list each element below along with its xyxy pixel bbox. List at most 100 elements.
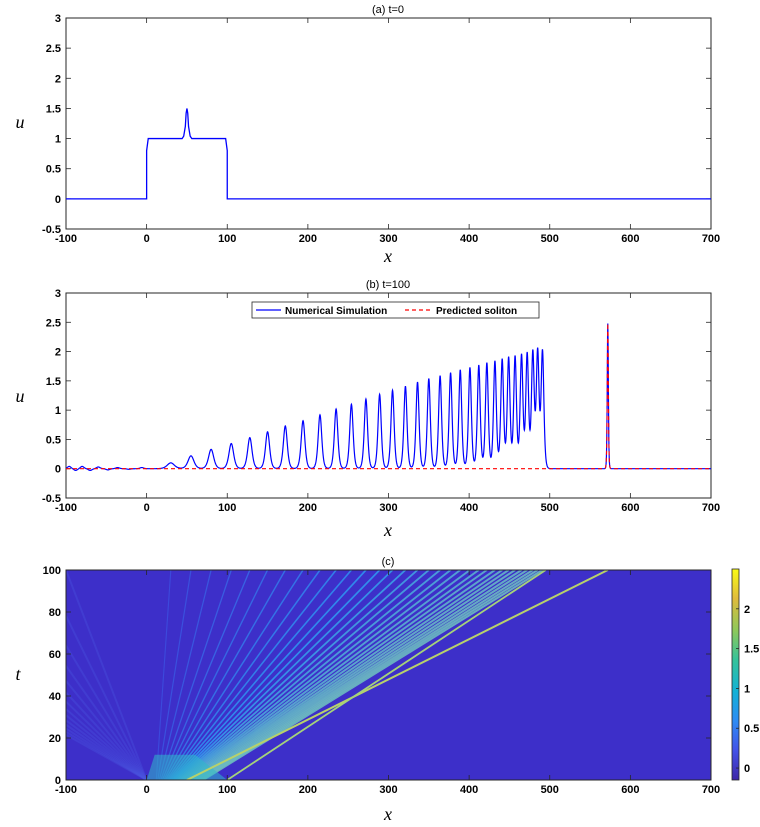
heatmap-ripple (66, 733, 148, 780)
heatmap-ripple (66, 643, 148, 780)
panel-a-xtick-label: 100 (218, 233, 236, 245)
heatmap-ray (184, 570, 461, 780)
panel-b: (b) t=100 -100 0 100 200 300 400 500 600 700 -0.5… (16, 279, 721, 540)
panel-a: (a) t=0 -100 0 100 200 300 400 500 600 700 -0.5 0 0… (16, 4, 721, 266)
heatmap-ray (198, 570, 528, 780)
panel-c-ytick-label: 80 (49, 607, 61, 619)
heatmap-ripple (66, 570, 148, 780)
panel-a-xtick-label: 400 (460, 233, 478, 245)
panel-b-xtick-label: 300 (379, 502, 397, 514)
heatmap-ray (193, 570, 510, 780)
heatmap-ray (155, 570, 172, 780)
heatmap-ray (181, 570, 441, 780)
panel-c-ytick-label: 0 (55, 775, 61, 787)
colorbar-tick-label: 2 (744, 604, 750, 616)
heatmap-front-line (226, 570, 547, 780)
panel-a-xtick-label: 600 (621, 233, 639, 245)
panel-b-axes-box (65, 292, 712, 499)
heatmap-ripple (66, 730, 148, 780)
panel-c-xtick-label: 700 (702, 784, 720, 796)
panel-b-ytick-label: -0.5 (42, 493, 61, 505)
colorbar (731, 568, 740, 781)
panel-c-xtick-label: 300 (379, 784, 397, 796)
panel-a-ytick-label: 3 (55, 13, 61, 25)
panel-c: (c) -100 0 100 200 300 400 500 600 7000204060801… (15, 556, 759, 824)
heatmap-ripple (66, 713, 148, 780)
heatmap-ray (161, 570, 251, 780)
colorbar-tick-label: 1 (744, 683, 750, 695)
heatmap-ray (164, 570, 286, 780)
heatmap-ray (185, 570, 471, 780)
panel-b-xtick-label: 400 (460, 502, 478, 514)
panel-a-ytick-label: 1.5 (46, 103, 61, 115)
panel-c-title: (c) (382, 556, 395, 568)
panel-c-xlabel: x (383, 804, 392, 824)
heatmap-ray (167, 570, 321, 780)
heatmap-ray (170, 570, 353, 780)
heatmap-ripple (66, 691, 148, 780)
panel-a-ytick-label: 2.5 (46, 43, 61, 55)
panel-b-xtick-label: 600 (621, 502, 639, 514)
heatmap-ray (196, 570, 523, 780)
panel-a-series-line (66, 108, 711, 200)
heatmap-ripple (66, 723, 148, 780)
heatmap-ray (163, 570, 269, 780)
heatmap-ray (182, 570, 452, 780)
panel-c-ytick-label: 20 (49, 733, 61, 745)
panel-c-xtick-label: -100 (55, 784, 77, 796)
panel-c-ytick-label: 100 (43, 565, 61, 577)
heatmap-ray (172, 570, 367, 780)
heatmap-ripple (66, 679, 148, 780)
heatmap-ray (157, 570, 192, 780)
colorbar-tick-label: 0 (744, 763, 750, 775)
heatmap-ray (160, 570, 232, 780)
panel-b-ytick-label: 2 (55, 347, 61, 359)
panel-b-ytick-label: 1.5 (46, 376, 61, 388)
panel-a-xlabel: x (383, 246, 392, 266)
heatmap-ripple (66, 613, 148, 780)
panel-b-ytick-label: 0.5 (46, 434, 61, 446)
heatmap-ray (202, 570, 544, 780)
panel-a-ytick-label: 0.5 (46, 164, 61, 176)
heatmap-ripple (66, 707, 148, 780)
heatmap-ray (188, 570, 488, 780)
panel-b-xtick-label: 0 (144, 502, 150, 514)
panel-a-ytick-label: 2 (55, 73, 61, 85)
panel-b-xlabel: x (383, 520, 392, 540)
panel-b-xtick-label: 700 (702, 502, 720, 514)
panel-b-xtick-label: 500 (541, 502, 559, 514)
heatmap-ray (166, 570, 304, 780)
heatmap-ray (178, 570, 419, 780)
panel-a-title: (a) t=0 (372, 4, 404, 16)
heatmap-ray (195, 570, 516, 780)
panel-c-xtick-label: 0 (144, 784, 150, 796)
heatmap-ripple (66, 727, 148, 780)
panel-b-ylabel: u (16, 386, 25, 406)
heatmap-ray (169, 570, 337, 780)
heatmap-ripple (66, 700, 148, 780)
panel-b-predicted-line (66, 323, 711, 470)
panel-b-title: (b) t=100 (366, 279, 410, 291)
heatmap-ray (192, 570, 503, 780)
panel-c-ytick-label: 40 (49, 691, 61, 703)
panel-c-xtick-label: 600 (621, 784, 639, 796)
panel-b-legend: Numerical Simulation Predicted soliton (251, 301, 540, 319)
colorbar-tick-label: 1.5 (744, 644, 759, 656)
panel-c-xtick-label: 400 (460, 784, 478, 796)
heatmap-ripple (66, 719, 148, 780)
panel-b-ytick-label: 0 (55, 464, 61, 476)
panel-b-xtick-label: 100 (218, 502, 236, 514)
panel-b-numerical-line (66, 323, 711, 472)
heatmap-soliton-line (186, 570, 609, 780)
panel-a-xtick-label: -100 (55, 233, 77, 245)
panel-c-xtick-label: 500 (541, 784, 559, 796)
panel-b-ytick-label: 2.5 (46, 317, 61, 329)
panel-b-ytick-label: 1 (55, 405, 61, 417)
panel-a-xtick-label: 200 (299, 233, 317, 245)
panel-c-ylabel: t (15, 664, 21, 684)
panel-b-xtick-label: -100 (55, 502, 77, 514)
panel-a-axes-box (65, 17, 712, 230)
panel-b-xtick-label: 200 (299, 502, 317, 514)
panel-a-xtick-label: 500 (541, 233, 559, 245)
